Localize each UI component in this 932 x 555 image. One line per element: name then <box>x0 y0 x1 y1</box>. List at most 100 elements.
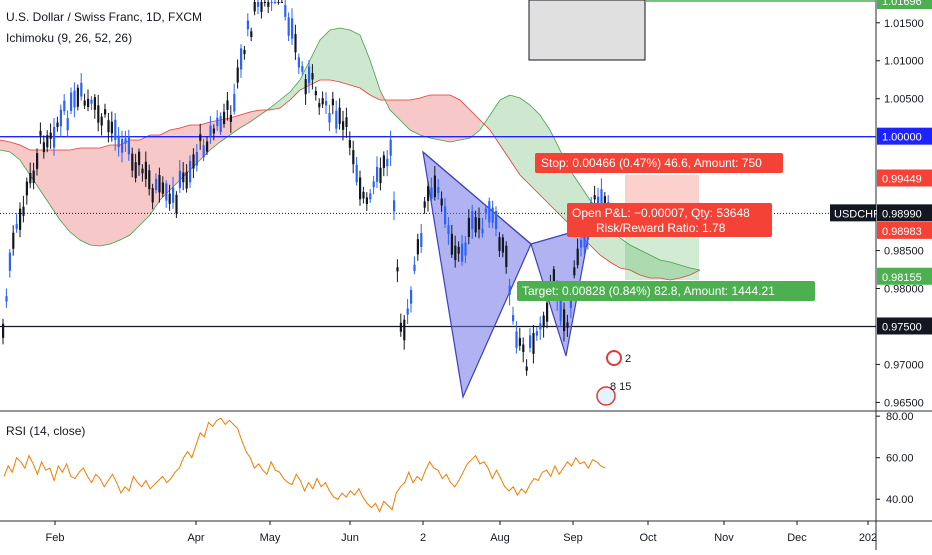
candle-body <box>87 98 90 108</box>
candle-body <box>66 118 69 131</box>
candle-body <box>352 150 355 165</box>
candle-body <box>304 79 307 95</box>
price-tag-label: 0.98155 <box>882 272 922 284</box>
candle-body <box>294 34 297 53</box>
candle-body <box>223 111 226 125</box>
candle-body <box>427 186 430 201</box>
candle-body <box>355 164 358 183</box>
candle-body <box>267 2 270 7</box>
candle-body <box>399 322 402 332</box>
candle-body <box>59 109 62 127</box>
candle-body <box>515 331 518 348</box>
candle-body <box>576 248 579 266</box>
candle-body <box>447 225 450 235</box>
candle-body <box>229 114 232 122</box>
candle-body <box>464 242 467 256</box>
pattern-xb <box>422 151 532 245</box>
cloud-segment <box>60 150 70 232</box>
candle-body <box>158 175 161 193</box>
candle-body <box>178 170 181 188</box>
price-tick-label: 1.01500 <box>884 18 924 30</box>
candle-body <box>345 117 348 127</box>
time-tick-label: Oct <box>639 532 656 544</box>
cloud-segment <box>650 255 660 278</box>
cloud-segment <box>200 122 210 160</box>
target-label-box <box>517 281 815 301</box>
candle-body <box>331 98 334 106</box>
candle-body <box>569 300 572 308</box>
candle-body <box>42 142 45 153</box>
candle-body <box>484 208 487 213</box>
candle-body <box>127 136 130 155</box>
cloud-segment <box>100 145 110 246</box>
cloud-segment <box>330 28 340 82</box>
candle-body <box>461 243 464 262</box>
rsi-line <box>3 417 606 513</box>
candle-body <box>56 122 59 128</box>
candle-body <box>63 100 66 112</box>
cloud-segment <box>190 125 200 170</box>
candle-body <box>134 162 137 179</box>
target-label: Target: 0.00828 (0.84%) 82.8, Amount: 14… <box>522 284 775 298</box>
candle-body <box>216 117 219 127</box>
candle-body <box>505 245 508 268</box>
candle-body <box>199 134 202 141</box>
cloud-segment <box>10 142 20 160</box>
candle-body <box>168 193 171 204</box>
rsi-tick-label: 40.00 <box>886 494 914 506</box>
candle-body <box>563 309 566 332</box>
candle-body <box>457 246 460 254</box>
senkou-span-a <box>0 27 701 271</box>
candle-body <box>280 2 283 3</box>
candle-body <box>148 170 151 190</box>
candle-body <box>253 2 256 12</box>
candle-body <box>182 172 185 183</box>
cloud-segment <box>50 150 60 220</box>
candle-body <box>593 195 596 200</box>
candle-body <box>597 196 600 207</box>
cloud-segment <box>160 130 170 200</box>
candle-body <box>104 109 107 115</box>
price-tag-box <box>877 317 932 335</box>
candle-body <box>539 323 542 330</box>
cloud-segment <box>620 238 630 270</box>
cloud-segment <box>280 92 290 108</box>
candle-body <box>566 322 569 328</box>
candle-body <box>474 217 477 233</box>
candle-body <box>403 319 406 341</box>
cloud-segment <box>350 30 360 88</box>
candle-body <box>90 99 93 104</box>
candle-body <box>308 66 311 84</box>
candle-body <box>161 182 164 194</box>
candle-body <box>348 140 351 148</box>
candle-body <box>8 252 11 271</box>
candle-body <box>2 323 5 338</box>
candle-body <box>121 138 124 153</box>
price-tag-box <box>877 267 932 285</box>
candle-body <box>410 290 413 304</box>
candle-body <box>573 267 576 276</box>
cloud-segment <box>230 115 240 135</box>
candle-body <box>335 110 338 129</box>
candle-body <box>110 121 113 134</box>
candle-body <box>552 269 555 287</box>
cloud-segment <box>40 150 50 205</box>
price-tick-label: 0.98500 <box>884 246 924 258</box>
price-tag-label: 1.00000 <box>882 132 922 144</box>
cloud-segment <box>150 135 160 215</box>
cloud-segment <box>500 95 510 160</box>
candle-body <box>580 239 583 248</box>
price-tick-label: 0.96500 <box>884 397 924 409</box>
time-tick-label: Nov <box>714 532 734 544</box>
candle-body <box>372 181 375 188</box>
time-tick-label: Dec <box>787 532 807 544</box>
cloud-segment <box>240 112 250 128</box>
candle-body <box>437 187 440 194</box>
candle-body <box>382 155 385 169</box>
candle-body <box>124 138 127 144</box>
candle-body <box>284 5 287 17</box>
price-tag-box <box>877 204 932 222</box>
candle-body <box>165 183 168 201</box>
